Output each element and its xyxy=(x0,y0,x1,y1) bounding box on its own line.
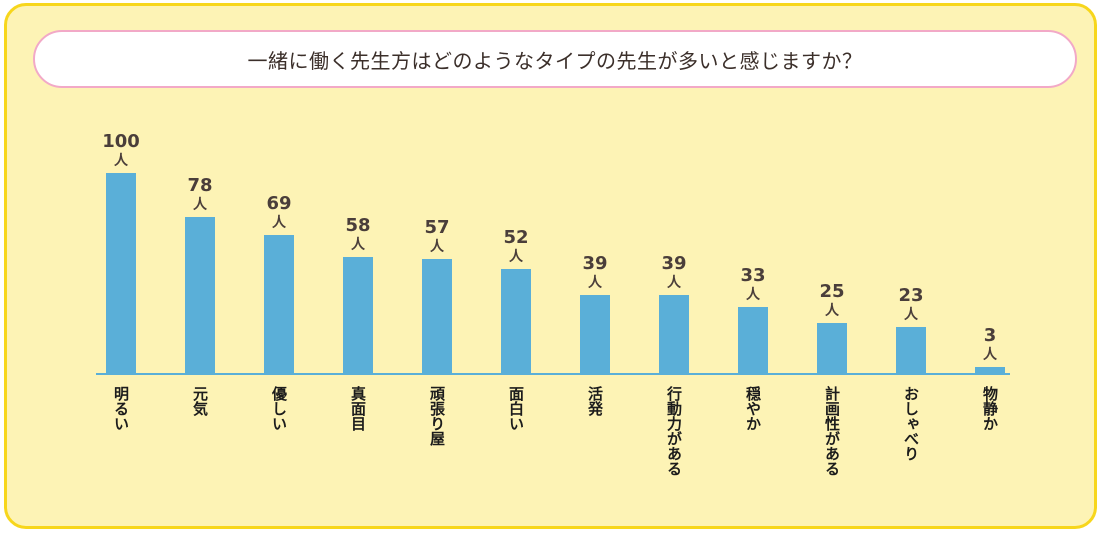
value-label-11: 23 xyxy=(898,285,923,306)
bar-12 xyxy=(975,367,1005,373)
category-label-4: 真面目 xyxy=(349,385,367,432)
category-label-9: 穏やか xyxy=(744,385,762,431)
value-label-4: 58 xyxy=(345,215,370,236)
unit-label-12: 人 xyxy=(983,346,998,363)
category-label-11: おしゃべり xyxy=(902,386,920,461)
category-label-8: 行動力がある xyxy=(665,385,683,476)
unit-label-10: 人 xyxy=(825,302,840,319)
bar-1 xyxy=(106,173,136,373)
value-label-7: 39 xyxy=(582,253,607,274)
value-label-1: 100 xyxy=(102,131,140,152)
category-label-1: 明るい xyxy=(112,386,130,431)
bar-7 xyxy=(580,295,610,373)
value-label-6: 52 xyxy=(503,227,528,248)
value-label-3: 69 xyxy=(266,193,291,214)
bar-3 xyxy=(264,235,294,373)
unit-label-2: 人 xyxy=(193,196,208,213)
bar-9 xyxy=(738,307,768,373)
unit-label-5: 人 xyxy=(430,238,445,255)
category-label-10: 計画性がある xyxy=(823,385,841,476)
category-label-5: 頑張り屋 xyxy=(428,386,446,447)
bar-5 xyxy=(422,259,452,373)
unit-label-6: 人 xyxy=(509,248,524,265)
value-label-8: 39 xyxy=(661,253,686,274)
unit-label-7: 人 xyxy=(588,274,603,291)
category-label-12: 物静か xyxy=(981,385,999,431)
category-label-7: 活発 xyxy=(586,385,604,417)
bar-6 xyxy=(501,269,531,373)
bar-11 xyxy=(896,327,926,373)
bar-8 xyxy=(659,295,689,373)
category-label-6: 面白い xyxy=(507,386,525,431)
unit-label-11: 人 xyxy=(904,306,919,323)
title-pill: 一緒に働く先生方はどのようなタイプの先生が多いと感じますか？ xyxy=(33,30,1077,88)
chart-title: 一緒に働く先生方はどのようなタイプの先生が多いと感じますか？ xyxy=(247,48,863,73)
value-label-10: 25 xyxy=(819,281,844,302)
unit-label-9: 人 xyxy=(746,286,761,303)
unit-label-8: 人 xyxy=(667,274,682,291)
value-label-2: 78 xyxy=(187,175,212,196)
bar-10 xyxy=(817,323,847,373)
unit-label-3: 人 xyxy=(272,214,287,231)
bar-4 xyxy=(343,257,373,373)
bar-2 xyxy=(185,217,215,373)
unit-label-4: 人 xyxy=(351,236,366,253)
value-label-5: 57 xyxy=(424,217,449,238)
category-label-2: 元気 xyxy=(191,386,209,417)
unit-label-1: 人 xyxy=(114,152,129,169)
value-label-12: 3 xyxy=(984,325,997,346)
category-label-3: 優しい xyxy=(270,385,288,431)
value-label-9: 33 xyxy=(740,265,765,286)
